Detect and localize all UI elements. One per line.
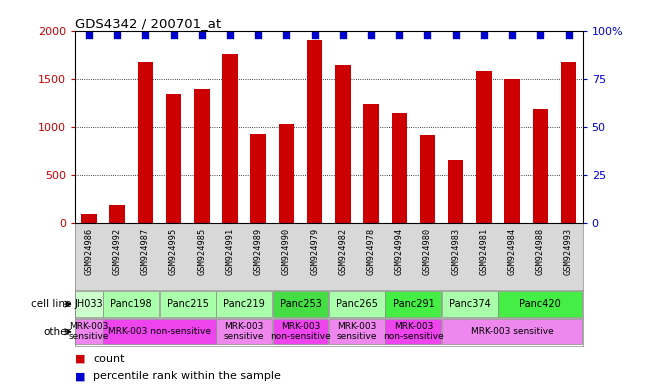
Point (478, 31, 489, 38)
Bar (216, 291, 272, 317)
Text: Panc291: Panc291 (393, 299, 434, 309)
Bar (329, 291, 385, 317)
Text: GDS4342 / 200701_at: GDS4342 / 200701_at (75, 17, 221, 30)
Text: GSM924984: GSM924984 (508, 228, 517, 275)
Bar (222, 54, 238, 223)
Point (84, 31, 94, 38)
Bar (194, 89, 210, 223)
Bar (273, 291, 329, 317)
Point (253, 31, 264, 38)
Text: Panc265: Panc265 (336, 299, 378, 309)
Point (281, 31, 292, 38)
Point (450, 31, 461, 38)
Text: Panc253: Panc253 (280, 299, 322, 309)
Bar (273, 319, 329, 344)
Text: GSM924982: GSM924982 (339, 228, 348, 275)
Text: MRK-003
non-sensitive: MRK-003 non-sensitive (383, 322, 444, 341)
Text: ■: ■ (75, 371, 85, 381)
Text: Panc215: Panc215 (167, 299, 208, 309)
Bar (137, 61, 153, 223)
Point (394, 31, 404, 38)
Point (563, 31, 574, 38)
Text: count: count (93, 354, 124, 364)
Text: other: other (44, 327, 72, 337)
Bar (307, 40, 322, 223)
Text: GSM924978: GSM924978 (367, 228, 376, 275)
Bar (442, 291, 498, 317)
Text: Panc420: Panc420 (519, 299, 561, 309)
Bar (476, 71, 492, 223)
Point (197, 31, 207, 38)
Text: GSM924991: GSM924991 (225, 228, 234, 275)
Bar (533, 109, 548, 223)
Bar (75, 291, 103, 317)
Bar (104, 319, 215, 344)
Text: GSM924981: GSM924981 (479, 228, 488, 275)
Point (338, 31, 348, 38)
Text: cell line: cell line (31, 299, 72, 309)
Text: MRK-003
sensitive: MRK-003 sensitive (69, 322, 109, 341)
Bar (448, 160, 464, 223)
Text: GSM924993: GSM924993 (564, 228, 573, 275)
Point (225, 31, 235, 38)
Bar (81, 214, 97, 223)
Text: MRK-003
sensitive: MRK-003 sensitive (337, 322, 377, 341)
Bar (251, 134, 266, 223)
Bar (420, 135, 436, 223)
Text: Panc374: Panc374 (449, 299, 491, 309)
Bar (335, 65, 351, 223)
Bar (104, 291, 159, 317)
Text: GSM924983: GSM924983 (451, 228, 460, 275)
Text: GSM924979: GSM924979 (310, 228, 319, 275)
Text: percentile rank within the sample: percentile rank within the sample (93, 371, 281, 381)
Point (112, 31, 122, 38)
Bar (498, 291, 583, 317)
Bar (159, 291, 215, 317)
Text: Panc219: Panc219 (223, 299, 265, 309)
Text: MRK-003 non-sensitive: MRK-003 non-sensitive (108, 327, 211, 336)
Bar (166, 94, 182, 223)
Point (309, 31, 320, 38)
Text: GSM924989: GSM924989 (254, 228, 263, 275)
Text: GSM924988: GSM924988 (536, 228, 545, 275)
Bar (279, 124, 294, 223)
Bar (385, 291, 441, 317)
Bar (391, 113, 407, 223)
Point (535, 31, 546, 38)
Text: GSM924995: GSM924995 (169, 228, 178, 275)
Text: MRK-003 sensitive: MRK-003 sensitive (471, 327, 553, 336)
Bar (363, 104, 379, 223)
Point (169, 31, 179, 38)
Bar (561, 63, 576, 223)
Bar (385, 319, 441, 344)
Text: GSM924994: GSM924994 (395, 228, 404, 275)
Bar (505, 79, 520, 223)
Bar (329, 319, 385, 344)
Bar (75, 319, 103, 344)
Point (140, 31, 150, 38)
Text: GSM924992: GSM924992 (113, 228, 122, 275)
Bar (216, 319, 272, 344)
Text: Panc198: Panc198 (111, 299, 152, 309)
Text: GSM924985: GSM924985 (197, 228, 206, 275)
Point (507, 31, 518, 38)
Text: MRK-003
non-sensitive: MRK-003 non-sensitive (270, 322, 331, 341)
Text: JH033: JH033 (75, 299, 104, 309)
Text: GSM924990: GSM924990 (282, 228, 291, 275)
Text: GSM924980: GSM924980 (423, 228, 432, 275)
Text: GSM924987: GSM924987 (141, 228, 150, 275)
Text: MRK-003
sensitive: MRK-003 sensitive (224, 322, 264, 341)
Bar (109, 205, 125, 223)
Text: GSM924986: GSM924986 (85, 228, 94, 275)
Point (422, 31, 433, 38)
Bar (442, 319, 583, 344)
Point (366, 31, 376, 38)
Text: ■: ■ (75, 354, 85, 364)
